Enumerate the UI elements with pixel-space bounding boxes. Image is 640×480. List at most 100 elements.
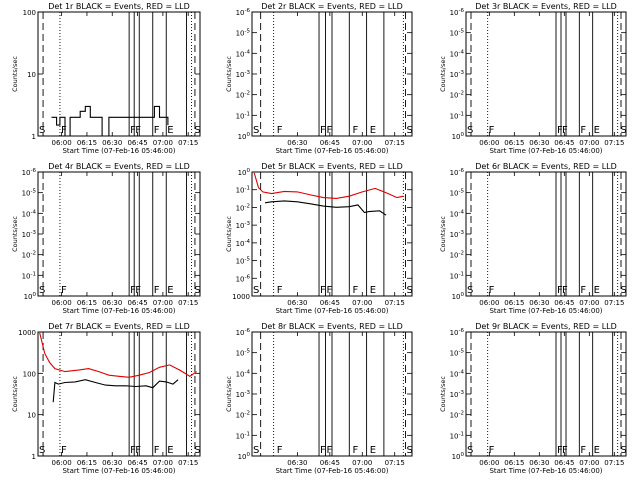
y-tick-label: 10-2 [22,251,36,260]
panel-title: Det 9r BLACK = Events, RED = LLD [475,322,617,331]
panel-title: Det 5r BLACK = Events, RED = LLD [261,162,403,171]
marker-label: E [594,125,600,136]
marker-label: F [130,125,136,136]
y-tick-label: 10-5 [236,257,251,266]
marker-label: E [370,445,376,456]
y-axis-label: Counts/sec [11,56,19,92]
marker-label: F [130,285,136,296]
marker-label: F [327,445,333,456]
panel-title: Det 8r BLACK = Events, RED = LLD [261,322,403,331]
y-tick-label: 10-3 [236,221,251,230]
marker-label: S [253,445,259,456]
x-tick-label: 06:45 [320,299,340,307]
x-tick-label: 07:00 [352,459,372,467]
plot-frame [37,331,201,457]
y-tick-label: 10-5 [236,349,251,358]
marker-label: E [167,445,173,456]
y-tick-label: 10-1 [22,271,36,280]
y-tick-label: 100 [238,452,251,461]
marker-label: F [277,125,283,136]
x-tick-label: 06:30 [287,459,307,467]
lld-series-line [39,332,197,378]
x-tick-label: 06:30 [102,299,122,307]
x-tick-label: 06:15 [77,299,97,307]
x-tick-label: 06:30 [529,299,549,307]
marker-label: F [135,445,141,456]
x-tick-label: 06:00 [52,459,72,467]
y-tick-label: 10-6 [236,8,251,17]
x-tick-label: 06:15 [77,459,97,467]
marker-label: E [167,125,173,136]
marker-label: F [61,445,67,456]
y-tick-label: 10-1 [236,111,250,120]
y-tick-label: 10-3 [450,70,465,79]
marker-label: S [39,285,45,296]
marker-label: F [61,285,67,296]
x-tick-label: 06:45 [554,299,574,307]
marker-label: S [407,125,413,136]
y-tick-label: 10-3 [450,230,465,239]
detector-panel-3: Det 3r BLACK = Events, RED = LLD Start Ti… [439,2,627,155]
x-tick-label: 07:00 [579,299,599,307]
marker-label: F [154,285,160,296]
x-tick-label: 06:45 [127,139,147,147]
y-tick-label: 100 [238,168,251,177]
x-axis-label: Start Time (07-Feb-16 05:46:00) [489,467,602,475]
marker-label: F [580,285,586,296]
marker-label: S [407,445,413,456]
panel-title: Det 7r BLACK = Events, RED = LLD [48,322,190,331]
x-axis-label: Start Time (07-Feb-16 05:46:00) [275,307,388,315]
x-tick-label: 06:15 [504,459,524,467]
plot-frame [37,171,201,297]
marker-label: S [194,125,200,136]
x-tick-label: 06:45 [320,459,340,467]
x-tick-label: 07:00 [579,459,599,467]
marker-label: F [352,125,358,136]
x-tick-label: 06:30 [287,139,307,147]
marker-label: F [562,125,568,136]
x-tick-label: 07:00 [352,299,372,307]
detector-panel-8: Det 8r BLACK = Events, RED = LLD Start Ti… [225,322,413,475]
y-tick-label: 10-4 [22,209,37,218]
y-tick-label: 10-6 [450,168,465,177]
marker-label: F [135,125,141,136]
y-tick-label: 100 [238,132,251,141]
marker-label: E [594,445,600,456]
x-tick-label: 07:00 [579,139,599,147]
plot-frame [37,11,201,137]
panel-title: Det 1r BLACK = Events, RED = LLD [48,2,190,11]
x-axis-label: Start Time (07-Feb-16 05:46:00) [489,147,602,155]
x-axis-label: Start Time (07-Feb-16 05:46:00) [62,467,175,475]
y-tick-label: 100 [23,370,36,378]
y-tick-label: 100 [23,9,36,17]
detector-panel-4: Det 4r BLACK = Events, RED = LLD Start Ti… [11,162,201,315]
marker-label: F [320,285,326,296]
x-axis-label: Start Time (07-Feb-16 05:46:00) [275,467,388,475]
panel-title: Det 6r BLACK = Events, RED = LLD [475,162,617,171]
marker-label: S [194,445,200,456]
x-tick-label: 06:45 [554,139,574,147]
events-series-line [51,105,169,137]
x-axis-label: Start Time (07-Feb-16 05:46:00) [489,307,602,315]
x-tick-label: 06:00 [52,299,72,307]
marker-label: E [167,285,173,296]
detector-panel-5: Det 5r BLACK = Events, RED = LLD Start Ti… [225,162,413,315]
y-tick-label: 1000 [18,329,36,337]
marker-label: S [253,125,259,136]
x-tick-label: 06:15 [504,139,524,147]
y-tick-label: 10-3 [236,70,251,79]
y-axis-label: Counts/sec [11,376,19,412]
plot-frame [465,331,627,457]
x-tick-label: 07:00 [153,139,173,147]
marker-label: F [562,285,568,296]
marker-label: F [352,285,358,296]
y-tick-label: 100 [452,452,465,461]
marker-label: F [327,125,333,136]
x-tick-label: 07:15 [178,139,198,147]
y-axis-label: Counts/sec [225,56,233,92]
y-tick-label: 10-4 [236,239,251,248]
panel-title: Det 2r BLACK = Events, RED = LLD [261,2,403,11]
marker-label: F [557,445,563,456]
x-tick-label: 06:00 [479,139,499,147]
marker-label: S [467,285,473,296]
